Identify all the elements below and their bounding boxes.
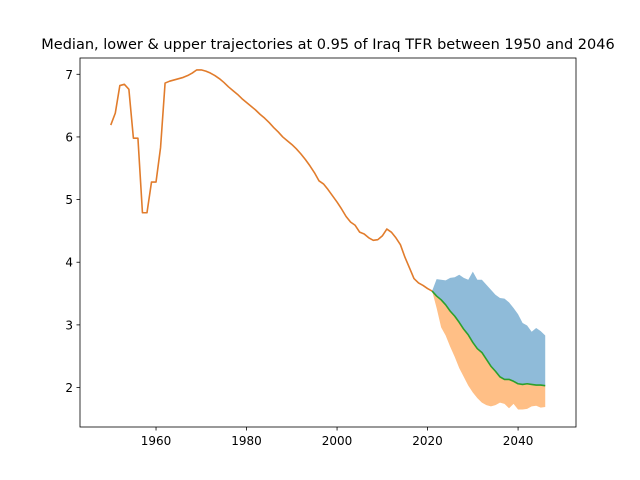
history-line [110, 69, 433, 292]
y-tick-label: 2 [65, 381, 73, 395]
median-line [431, 290, 546, 387]
plot-area [110, 69, 546, 410]
x-tick-label: 2020 [412, 434, 443, 448]
chart-title: Median, lower & upper trajectories at 0.… [41, 37, 614, 53]
x-tick-label: 1960 [141, 434, 172, 448]
axes-frame [79, 57, 577, 428]
x-tick-label: 1980 [231, 434, 262, 448]
x-tick-label: 2040 [503, 434, 534, 448]
y-tick-label: 7 [65, 68, 73, 82]
x-tick-label: 2000 [322, 434, 353, 448]
y-tick-label: 3 [65, 318, 73, 332]
y-tick-label: 5 [65, 193, 73, 207]
y-tick-label: 4 [65, 256, 73, 270]
y-axis: 2 3 4 5 6 7 [65, 68, 80, 395]
y-tick-label: 6 [65, 130, 73, 144]
x-axis: 1960 1980 2000 2020 2040 [141, 427, 534, 448]
upper-band-area [432, 271, 546, 386]
